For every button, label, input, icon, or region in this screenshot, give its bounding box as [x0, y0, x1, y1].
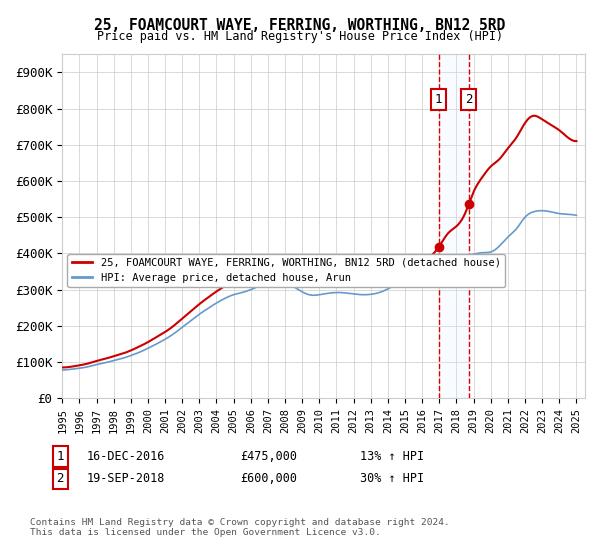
Text: 2: 2	[465, 93, 473, 106]
Text: 1: 1	[435, 93, 442, 106]
Bar	[439, 54, 469, 398]
Text: 1: 1	[56, 450, 64, 463]
Text: 25, FOAMCOURT WAYE, FERRING, WORTHING, BN12 5RD: 25, FOAMCOURT WAYE, FERRING, WORTHING, B…	[94, 18, 506, 33]
Text: £600,000: £600,000	[240, 472, 297, 486]
Legend: 25, FOAMCOURT WAYE, FERRING, WORTHING, BN12 5RD (detached house), HPI: Average p: 25, FOAMCOURT WAYE, FERRING, WORTHING, B…	[67, 254, 505, 287]
Text: 30% ↑ HPI: 30% ↑ HPI	[360, 472, 424, 486]
Text: 16-DEC-2016: 16-DEC-2016	[87, 450, 166, 463]
Text: Price paid vs. HM Land Registry's House Price Index (HPI): Price paid vs. HM Land Registry's House …	[97, 30, 503, 43]
Text: 19-SEP-2018: 19-SEP-2018	[87, 472, 166, 486]
Text: Contains HM Land Registry data © Crown copyright and database right 2024.
This d: Contains HM Land Registry data © Crown c…	[30, 518, 450, 538]
Text: 2: 2	[56, 472, 64, 486]
Text: 13% ↑ HPI: 13% ↑ HPI	[360, 450, 424, 463]
Text: £475,000: £475,000	[240, 450, 297, 463]
